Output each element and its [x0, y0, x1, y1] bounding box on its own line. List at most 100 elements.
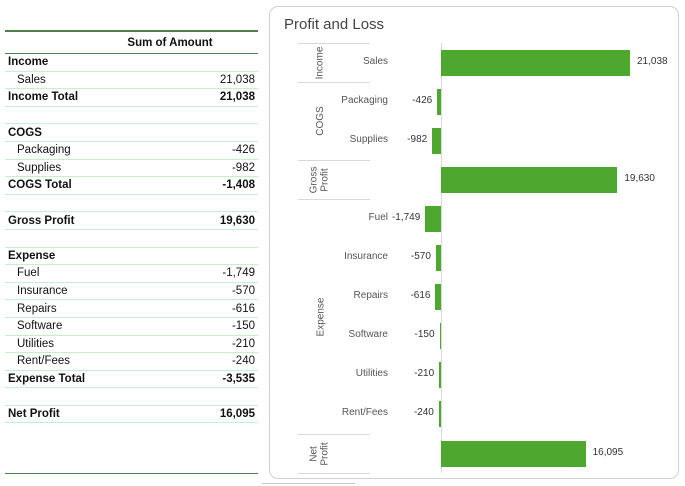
- table-row[interactable]: Net Profit 16,095: [5, 406, 258, 424]
- data-label: -982: [407, 133, 428, 145]
- data-label: -426: [412, 94, 433, 106]
- group-divider: [298, 434, 370, 435]
- row-value: 16,095: [219, 408, 255, 421]
- row-value: -616: [231, 302, 255, 315]
- row-value: -982: [231, 161, 255, 174]
- row-label: Packaging: [17, 144, 71, 157]
- bar-packaging: [437, 88, 441, 115]
- row-value: -210: [231, 337, 255, 350]
- pivot-table: Sum of Amount Income Sales 21,038 Income To…: [5, 30, 258, 424]
- bar-software: [439, 323, 441, 350]
- column-header-sum-of-amount[interactable]: Sum of Amount: [127, 36, 213, 49]
- data-label: -150: [414, 329, 435, 341]
- group-divider: [298, 473, 370, 475]
- row-label: Income: [8, 56, 49, 69]
- table-row[interactable]: [5, 230, 258, 248]
- data-label: -210: [414, 368, 435, 380]
- group-label: Expense: [314, 297, 326, 337]
- row-value: -570: [231, 285, 255, 298]
- table-row[interactable]: Expense Total -3,535: [5, 371, 258, 389]
- group-label: Gross Profit: [308, 166, 331, 194]
- table-row[interactable]: COGS Total -1,408: [5, 177, 258, 195]
- row-label: Rent/Fees: [17, 355, 71, 368]
- bar-gross-profit: [441, 166, 618, 193]
- row-value: -240: [231, 355, 255, 368]
- group-divider: [298, 43, 370, 44]
- bar-sales: [441, 49, 630, 76]
- group-divider: [298, 160, 370, 162]
- table-row[interactable]: Repairs -616: [5, 300, 258, 318]
- category-label: Utilities: [355, 368, 388, 380]
- chart-title: Profit and Loss: [284, 16, 385, 33]
- table-header: Sum of Amount: [5, 32, 258, 54]
- category-label: Packaging: [341, 94, 388, 106]
- row-label: Sales: [17, 73, 46, 86]
- data-label: 16,095: [592, 446, 624, 458]
- table-row[interactable]: Packaging -426: [5, 142, 258, 160]
- row-label: Supplies: [17, 161, 62, 174]
- bar-fuel: [425, 205, 441, 232]
- table-row[interactable]: Rent/Fees -240: [5, 353, 258, 371]
- row-label: Repairs: [17, 302, 57, 315]
- table-row[interactable]: Supplies -982: [5, 160, 258, 178]
- bar-rent-fees: [438, 401, 441, 428]
- category-label: Rent/Fees: [341, 407, 388, 419]
- row-label: Software: [17, 320, 63, 333]
- table-row[interactable]: Utilities -210: [5, 336, 258, 354]
- row-value: 21,038: [219, 91, 255, 104]
- table-row[interactable]: COGS: [5, 124, 258, 142]
- table-row[interactable]: Insurance -570: [5, 283, 258, 301]
- group-label: Net Profit: [308, 441, 331, 466]
- row-value: -150: [231, 320, 255, 333]
- table-row[interactable]: Gross Profit 19,630: [5, 212, 258, 230]
- data-label: 19,630: [624, 172, 655, 184]
- data-label: -240: [413, 407, 434, 419]
- category-label: Sales: [362, 55, 388, 67]
- row-label: Fuel: [17, 267, 40, 280]
- group-divider: [298, 82, 370, 84]
- row-label: COGS: [8, 126, 42, 139]
- row-value: 21,038: [219, 73, 255, 86]
- row-value: -3,535: [222, 372, 255, 385]
- data-label: 21,038: [637, 55, 668, 67]
- chart-card[interactable]: [269, 6, 679, 479]
- row-label: Expense: [8, 249, 56, 262]
- table-row[interactable]: [5, 107, 258, 125]
- row-value: -1,749: [222, 267, 255, 280]
- category-label: Software: [348, 329, 388, 341]
- table-row[interactable]: [5, 388, 258, 406]
- data-label: -570: [410, 251, 431, 263]
- bar-utilities: [439, 362, 441, 389]
- horizontal-scrollbar[interactable]: [262, 483, 355, 484]
- row-value: -426: [231, 144, 255, 157]
- table-row[interactable]: Income Total 21,038: [5, 89, 258, 107]
- row-label: Insurance: [17, 285, 68, 298]
- table-row[interactable]: Software -150: [5, 318, 258, 336]
- row-label: COGS Total: [8, 179, 72, 192]
- table-bottom-border: [5, 473, 258, 474]
- data-label: -616: [410, 290, 431, 302]
- category-label: Repairs: [353, 290, 388, 302]
- table-row[interactable]: Sales 21,038: [5, 72, 258, 90]
- table-row[interactable]: [5, 195, 258, 213]
- row-label: Expense Total: [8, 372, 86, 385]
- group-label: COGS: [314, 106, 326, 136]
- category-label: Insurance: [344, 251, 388, 263]
- bar-net-profit: [441, 440, 586, 467]
- data-label: -1,749: [391, 211, 421, 223]
- row-label: Net Profit: [8, 408, 60, 421]
- category-label: Supplies: [349, 133, 388, 145]
- row-label: Gross Profit: [8, 214, 75, 227]
- table-row[interactable]: Expense: [5, 248, 258, 266]
- row-value: 19,630: [219, 214, 255, 227]
- row-label: Income Total: [8, 91, 79, 104]
- bar-supplies: [432, 127, 441, 154]
- bar-insurance: [435, 245, 441, 272]
- group-label: Income: [314, 46, 326, 79]
- category-label: Fuel: [368, 211, 388, 223]
- chart-zero-axis: [441, 43, 442, 473]
- table-row[interactable]: Fuel -1,749: [5, 265, 258, 283]
- row-value: -1,408: [222, 179, 255, 192]
- bar-repairs: [435, 284, 441, 311]
- table-row[interactable]: Income: [5, 54, 258, 72]
